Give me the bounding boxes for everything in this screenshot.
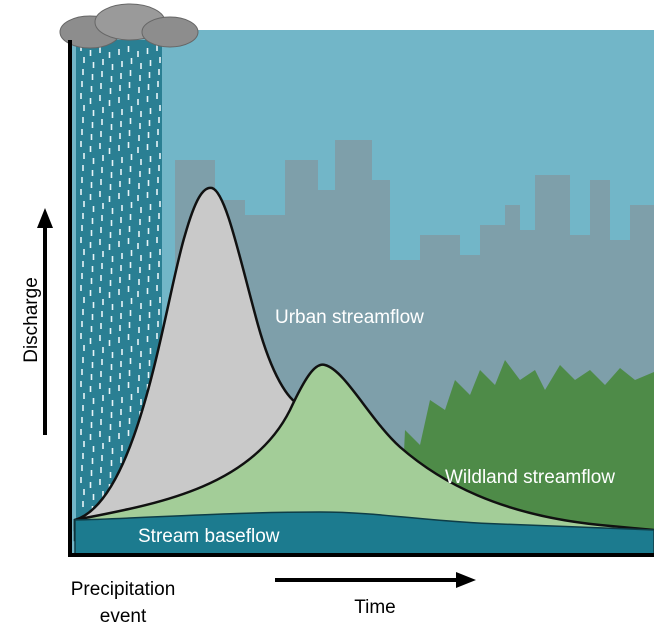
hydrograph-diagram: Discharge Urban streamflow Wildland stre… bbox=[0, 0, 654, 629]
cloud-puff bbox=[142, 17, 198, 47]
x-arrowhead bbox=[456, 572, 476, 588]
precipitation-label: Precipitation bbox=[71, 579, 176, 600]
y-axis-label: Discharge bbox=[21, 277, 42, 363]
page: Discharge Urban streamflow Wildland stre… bbox=[0, 0, 654, 629]
urban-label: Urban streamflow bbox=[275, 307, 424, 328]
wildland-label: Wildland streamflow bbox=[445, 467, 615, 488]
precipitation-label: event bbox=[100, 606, 147, 627]
y-arrowhead bbox=[37, 208, 53, 228]
x-axis-label: Time bbox=[354, 597, 396, 618]
baseflow-label: Stream baseflow bbox=[138, 526, 280, 547]
